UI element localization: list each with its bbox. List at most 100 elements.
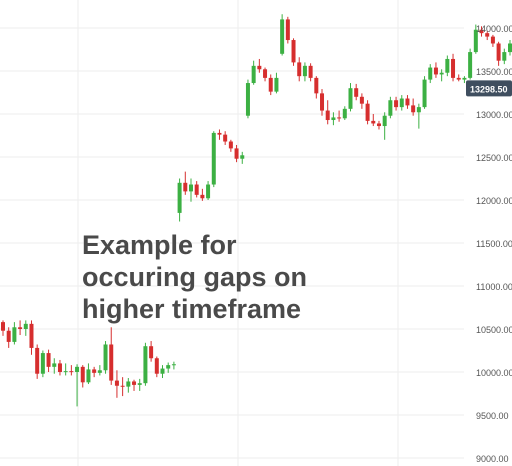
candle-32: [177, 178, 182, 222]
current-price-tag: 13298.50: [466, 80, 512, 97]
candle-13: [69, 365, 74, 376]
candle-body: [103, 344, 108, 371]
candle-body: [274, 77, 279, 92]
candle-24: [132, 379, 137, 391]
candle-body: [206, 184, 211, 199]
y-tick-label: 11500.00: [476, 239, 512, 249]
candle-body: [388, 100, 393, 116]
candle-44: [245, 79, 250, 119]
candle-22: [120, 377, 125, 397]
candle-88: [496, 41, 501, 66]
candle-45: [251, 60, 256, 85]
y-tick-label: 9500.00: [476, 411, 509, 421]
candle-body: [18, 327, 23, 329]
candle-65: [365, 100, 370, 125]
candle-body: [69, 371, 74, 373]
candle-body: [75, 366, 80, 372]
candle-body: [348, 88, 353, 109]
candle-body: [149, 346, 154, 359]
candle-body: [359, 96, 364, 104]
candle-body: [143, 346, 148, 384]
current-price-label: 13298.50: [470, 84, 508, 94]
candle-body: [188, 184, 193, 192]
candle-body: [314, 77, 319, 94]
annotation-line-3: higher timeframe: [82, 294, 302, 324]
candle-10: [52, 358, 57, 374]
candle-body: [211, 132, 216, 185]
candle-body: [120, 385, 125, 387]
candle-body: [223, 134, 228, 142]
candle-52: [291, 38, 296, 66]
y-tick-label: 14000.00: [476, 24, 512, 34]
candle-7: [35, 344, 40, 379]
candle-39: [217, 129, 222, 140]
candle-body: [280, 19, 285, 54]
candle-body: [171, 364, 176, 366]
candle-body: [166, 365, 171, 369]
candle-body: [109, 344, 114, 381]
y-tick-label: 12500.00: [476, 153, 512, 163]
candle-body: [57, 363, 62, 372]
candle-14: [75, 364, 80, 407]
annotation-line-2: occuring gaps on: [82, 262, 308, 292]
candle-55: [308, 63, 313, 82]
candle-body: [137, 383, 142, 385]
candle-body: [92, 369, 97, 373]
candle-body: [200, 194, 205, 199]
candle-body: [217, 132, 222, 135]
candle-body: [382, 115, 387, 127]
candle-body: [23, 323, 28, 329]
candle-64: [359, 93, 364, 109]
candle-body: [422, 79, 427, 108]
candle-body: [86, 369, 91, 383]
candle-63: [354, 83, 359, 101]
candle-body: [29, 323, 34, 348]
candle-21: [114, 370, 119, 398]
candle-body: [240, 155, 245, 159]
candle-body: [416, 107, 421, 113]
candle-71: [399, 95, 404, 111]
candle-body: [320, 93, 325, 111]
candle-27: [149, 341, 154, 362]
price-axis: 9000.00 9500.00 10000.00 10500.00 11000.00 11…: [476, 24, 512, 464]
y-tick-label: 13000.00: [476, 110, 512, 120]
candle-body: [12, 327, 17, 342]
candle-58: [325, 100, 330, 125]
candle-body: [97, 370, 102, 373]
candle-29: [160, 365, 165, 379]
candle-73: [411, 98, 416, 116]
candle-23: [126, 378, 131, 393]
candle-body: [234, 148, 239, 159]
candle-43: [240, 151, 245, 164]
candle-86: [485, 31, 490, 41]
candle-body: [468, 52, 473, 78]
candle-61: [342, 106, 347, 121]
candle-16: [86, 363, 91, 385]
candle-body: [251, 65, 256, 84]
candle-body: [325, 110, 330, 121]
candle-body: [6, 330, 11, 342]
y-tick-label: 12000.00: [476, 196, 512, 206]
candle-42: [234, 144, 239, 163]
candle-body: [114, 380, 119, 386]
candle-body: [496, 43, 501, 61]
candle-77: [433, 62, 438, 78]
candle-body: [126, 381, 131, 387]
candle-62: [348, 83, 353, 112]
candle-body: [405, 98, 410, 106]
candle-body: [291, 40, 296, 63]
candle-4: [18, 320, 23, 336]
candle-body: [399, 98, 404, 108]
candle-body: [40, 353, 45, 374]
annotation-text: Example for occuring gaps on higher time…: [82, 229, 342, 325]
current-price-badge: [466, 80, 512, 97]
candle-82: [462, 76, 467, 84]
annotation-line-1: Example for: [82, 230, 237, 260]
y-tick-label: 9000.00: [476, 454, 509, 464]
candle-25: [137, 378, 142, 391]
candle-5: [23, 320, 28, 336]
candle-body: [308, 65, 313, 78]
candle-18: [97, 365, 102, 376]
